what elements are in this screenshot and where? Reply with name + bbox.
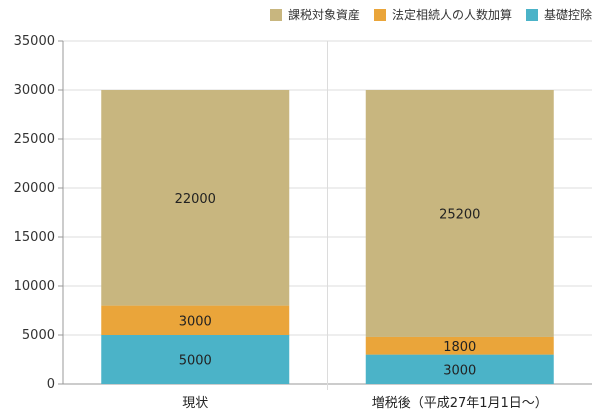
y-tick-label: 30000: [14, 83, 55, 98]
legend-item-basic-deduction: 基礎控除: [525, 6, 592, 23]
y-tick-label: 35000: [14, 34, 55, 49]
y-tick-label: 5000: [22, 328, 55, 343]
bar-segment: [101, 90, 290, 306]
y-tick-label: 0: [47, 377, 55, 392]
x-category-label: 増税後（平成27年1月1日〜）: [372, 396, 548, 411]
legend-item-heirs-addition: 法定相続人の人数加算: [373, 6, 512, 23]
bar-segment: [365, 354, 554, 384]
y-tick-label: 20000: [14, 181, 55, 196]
bar-value-label: 5000: [179, 354, 212, 369]
bar-segment: [365, 90, 554, 337]
bar-value-label: 3000: [179, 314, 212, 329]
bar-value-label: 3000: [443, 363, 476, 378]
bar-segment: [101, 335, 290, 384]
bar-segment: [365, 336, 554, 355]
chart-legend: 課税対象資産 法定相続人の人数加算 基礎控除: [269, 6, 592, 23]
bar-value-label: 1800: [443, 340, 476, 355]
legend-label-basic-deduction: 基礎控除: [543, 8, 592, 22]
y-tick-label: 25000: [14, 132, 55, 147]
bar-value-label: 22000: [175, 192, 216, 207]
bar-segment: [101, 305, 290, 335]
y-tick-label: 15000: [14, 230, 55, 245]
legend-swatch-taxable-assets: [269, 8, 282, 21]
legend-label-taxable-assets: 課税対象資産: [287, 8, 360, 22]
legend-swatch-basic-deduction: [525, 8, 538, 21]
legend-label-heirs-addition: 法定相続人の人数加算: [391, 8, 512, 22]
y-tick-label: 10000: [14, 279, 55, 294]
legend-item-taxable-assets: 課税対象資産: [269, 6, 360, 23]
legend-swatch-heirs-addition: [373, 8, 386, 21]
x-category-label: 現状: [182, 396, 208, 411]
bar-value-label: 25200: [439, 207, 480, 222]
